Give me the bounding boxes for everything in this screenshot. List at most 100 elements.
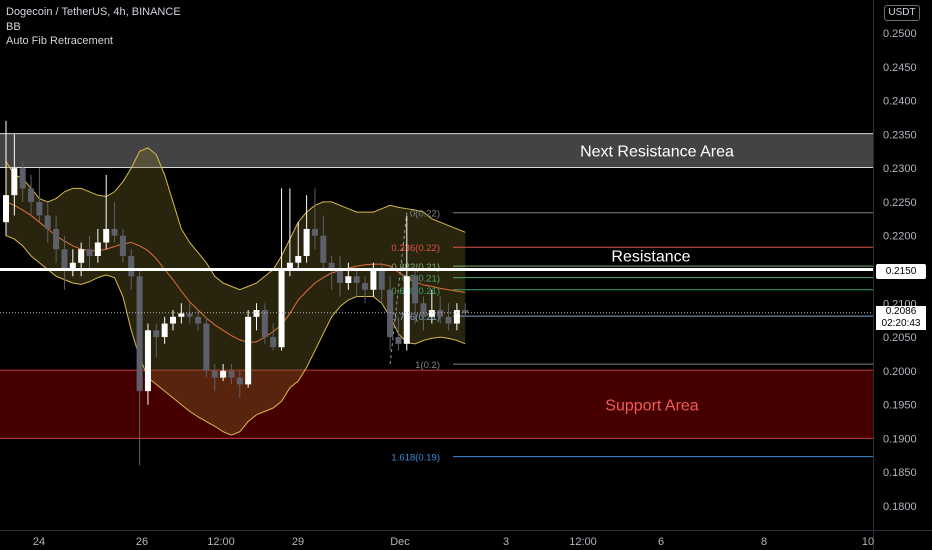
x-axis-tick-label: 10 xyxy=(862,536,874,548)
y-axis-tick-label: 0.2200 xyxy=(883,231,917,243)
candle-body xyxy=(170,316,176,324)
y-axis-tick-label: 0.2350 xyxy=(883,129,917,141)
candle-countdown: 02:20:43 xyxy=(876,318,926,330)
y-axis-tick-label: 0.1850 xyxy=(883,467,917,479)
candle-body xyxy=(94,242,101,256)
candle-body xyxy=(311,228,318,236)
y-axis-tick-label: 0.2250 xyxy=(883,197,917,209)
candle-body xyxy=(395,337,402,344)
support-zone xyxy=(0,370,873,439)
candle-body xyxy=(261,310,268,338)
candle-body xyxy=(228,370,235,378)
symbol-title[interactable]: Dogecoin / TetherUS, 4h, BINANCE xyxy=(6,6,181,18)
candle-body xyxy=(337,269,343,284)
candle-body xyxy=(153,330,160,338)
fib-indicator-label[interactable]: Auto Fib Retracement xyxy=(6,35,113,47)
candle-body xyxy=(245,316,252,385)
candle-body xyxy=(53,228,60,250)
bb-fill xyxy=(6,147,466,436)
fib-level-label: 1(0.2) xyxy=(415,360,440,371)
x-axis-tick-label: 12:00 xyxy=(207,536,235,548)
candle-body xyxy=(378,269,385,290)
candle-body xyxy=(61,249,68,270)
candle-body xyxy=(303,228,310,256)
fib-level-label: 0.236(0.22) xyxy=(391,243,440,254)
y-axis-tick-label: 0.2500 xyxy=(883,28,917,40)
candle-body xyxy=(186,313,193,317)
resistance-zone xyxy=(0,133,873,168)
candle-body xyxy=(78,249,85,263)
x-axis-tick-label: Dec xyxy=(390,536,410,548)
candle-body xyxy=(36,201,43,216)
y-axis-tick-label: 0.2450 xyxy=(883,62,917,74)
candle-body xyxy=(278,269,285,348)
x-axis-tick-label: 24 xyxy=(33,536,45,548)
candle-body xyxy=(128,255,135,277)
candle-body xyxy=(236,377,243,385)
bb-indicator-label[interactable]: BB xyxy=(6,21,21,33)
candle-body xyxy=(403,276,410,344)
candle-body xyxy=(3,195,9,223)
candle-body xyxy=(437,310,444,317)
candle-body xyxy=(103,228,110,243)
candle-body xyxy=(144,330,151,392)
fib-level-label: 0.382(0.21) xyxy=(391,262,440,273)
candle-body xyxy=(161,323,168,338)
candle-body xyxy=(320,235,327,263)
candle-body xyxy=(345,276,352,284)
candle-body xyxy=(119,235,126,256)
candle-body xyxy=(211,370,218,378)
candle-body xyxy=(44,215,51,229)
x-axis-tick-label: 8 xyxy=(761,536,767,548)
candle-body xyxy=(445,316,452,324)
last-price-badge: 0.2086 xyxy=(876,306,926,318)
candle-body xyxy=(353,276,360,284)
y-axis-tick-label: 0.2000 xyxy=(883,366,917,378)
candle-body xyxy=(203,323,210,371)
fib-level-label: 1.618(0.19) xyxy=(391,453,440,464)
candle-body xyxy=(370,269,377,290)
candle-body xyxy=(462,310,469,313)
candle-body xyxy=(178,313,185,317)
candle-body xyxy=(220,370,227,378)
currency-badge[interactable]: USDT xyxy=(884,5,920,21)
next-resistance-area-label: Next Resistance Area xyxy=(580,144,734,161)
candle-body xyxy=(286,262,293,270)
candle-body xyxy=(19,168,26,189)
x-axis-tick-label: 12:00 xyxy=(569,536,597,548)
fib-level-label: 0.5(0.21) xyxy=(402,274,440,285)
candle-body xyxy=(253,310,260,317)
candle-body xyxy=(362,283,369,290)
fib-level-label: 0(0.22) xyxy=(410,209,440,220)
candle-body xyxy=(28,188,35,202)
y-axis-tick-label: 0.1950 xyxy=(883,400,917,412)
candle-body xyxy=(328,262,335,270)
y-axis-tick-label: 0.1900 xyxy=(883,433,917,445)
candle-body xyxy=(136,276,143,392)
candle-body xyxy=(295,255,302,263)
y-axis-tick-label: 0.1800 xyxy=(883,501,917,513)
x-axis-tick-label: 6 xyxy=(658,536,664,548)
candle-body xyxy=(412,276,419,304)
fib-trend-line xyxy=(389,212,408,365)
resistance-label: Resistance xyxy=(611,249,690,266)
candle-body xyxy=(195,316,202,324)
y-axis-tick-label: 0.2300 xyxy=(883,163,917,175)
candle-body xyxy=(428,310,435,317)
support-area-label: Support Area xyxy=(605,397,699,414)
candle-body xyxy=(420,303,427,317)
x-axis-tick-label: 26 xyxy=(136,536,148,548)
y-axis-tick-label: 0.2400 xyxy=(883,96,917,108)
candle-body xyxy=(387,289,394,338)
candle-body xyxy=(270,337,277,348)
bb-upper-line xyxy=(5,147,466,291)
candle-body xyxy=(86,249,93,256)
candle-body xyxy=(69,262,76,270)
candle-body xyxy=(111,228,118,236)
candle-body xyxy=(453,310,460,324)
candle-body xyxy=(11,168,18,196)
resistance-price-badge: 0.2150 xyxy=(876,264,926,279)
y-axis-tick-label: 0.2050 xyxy=(883,332,917,344)
